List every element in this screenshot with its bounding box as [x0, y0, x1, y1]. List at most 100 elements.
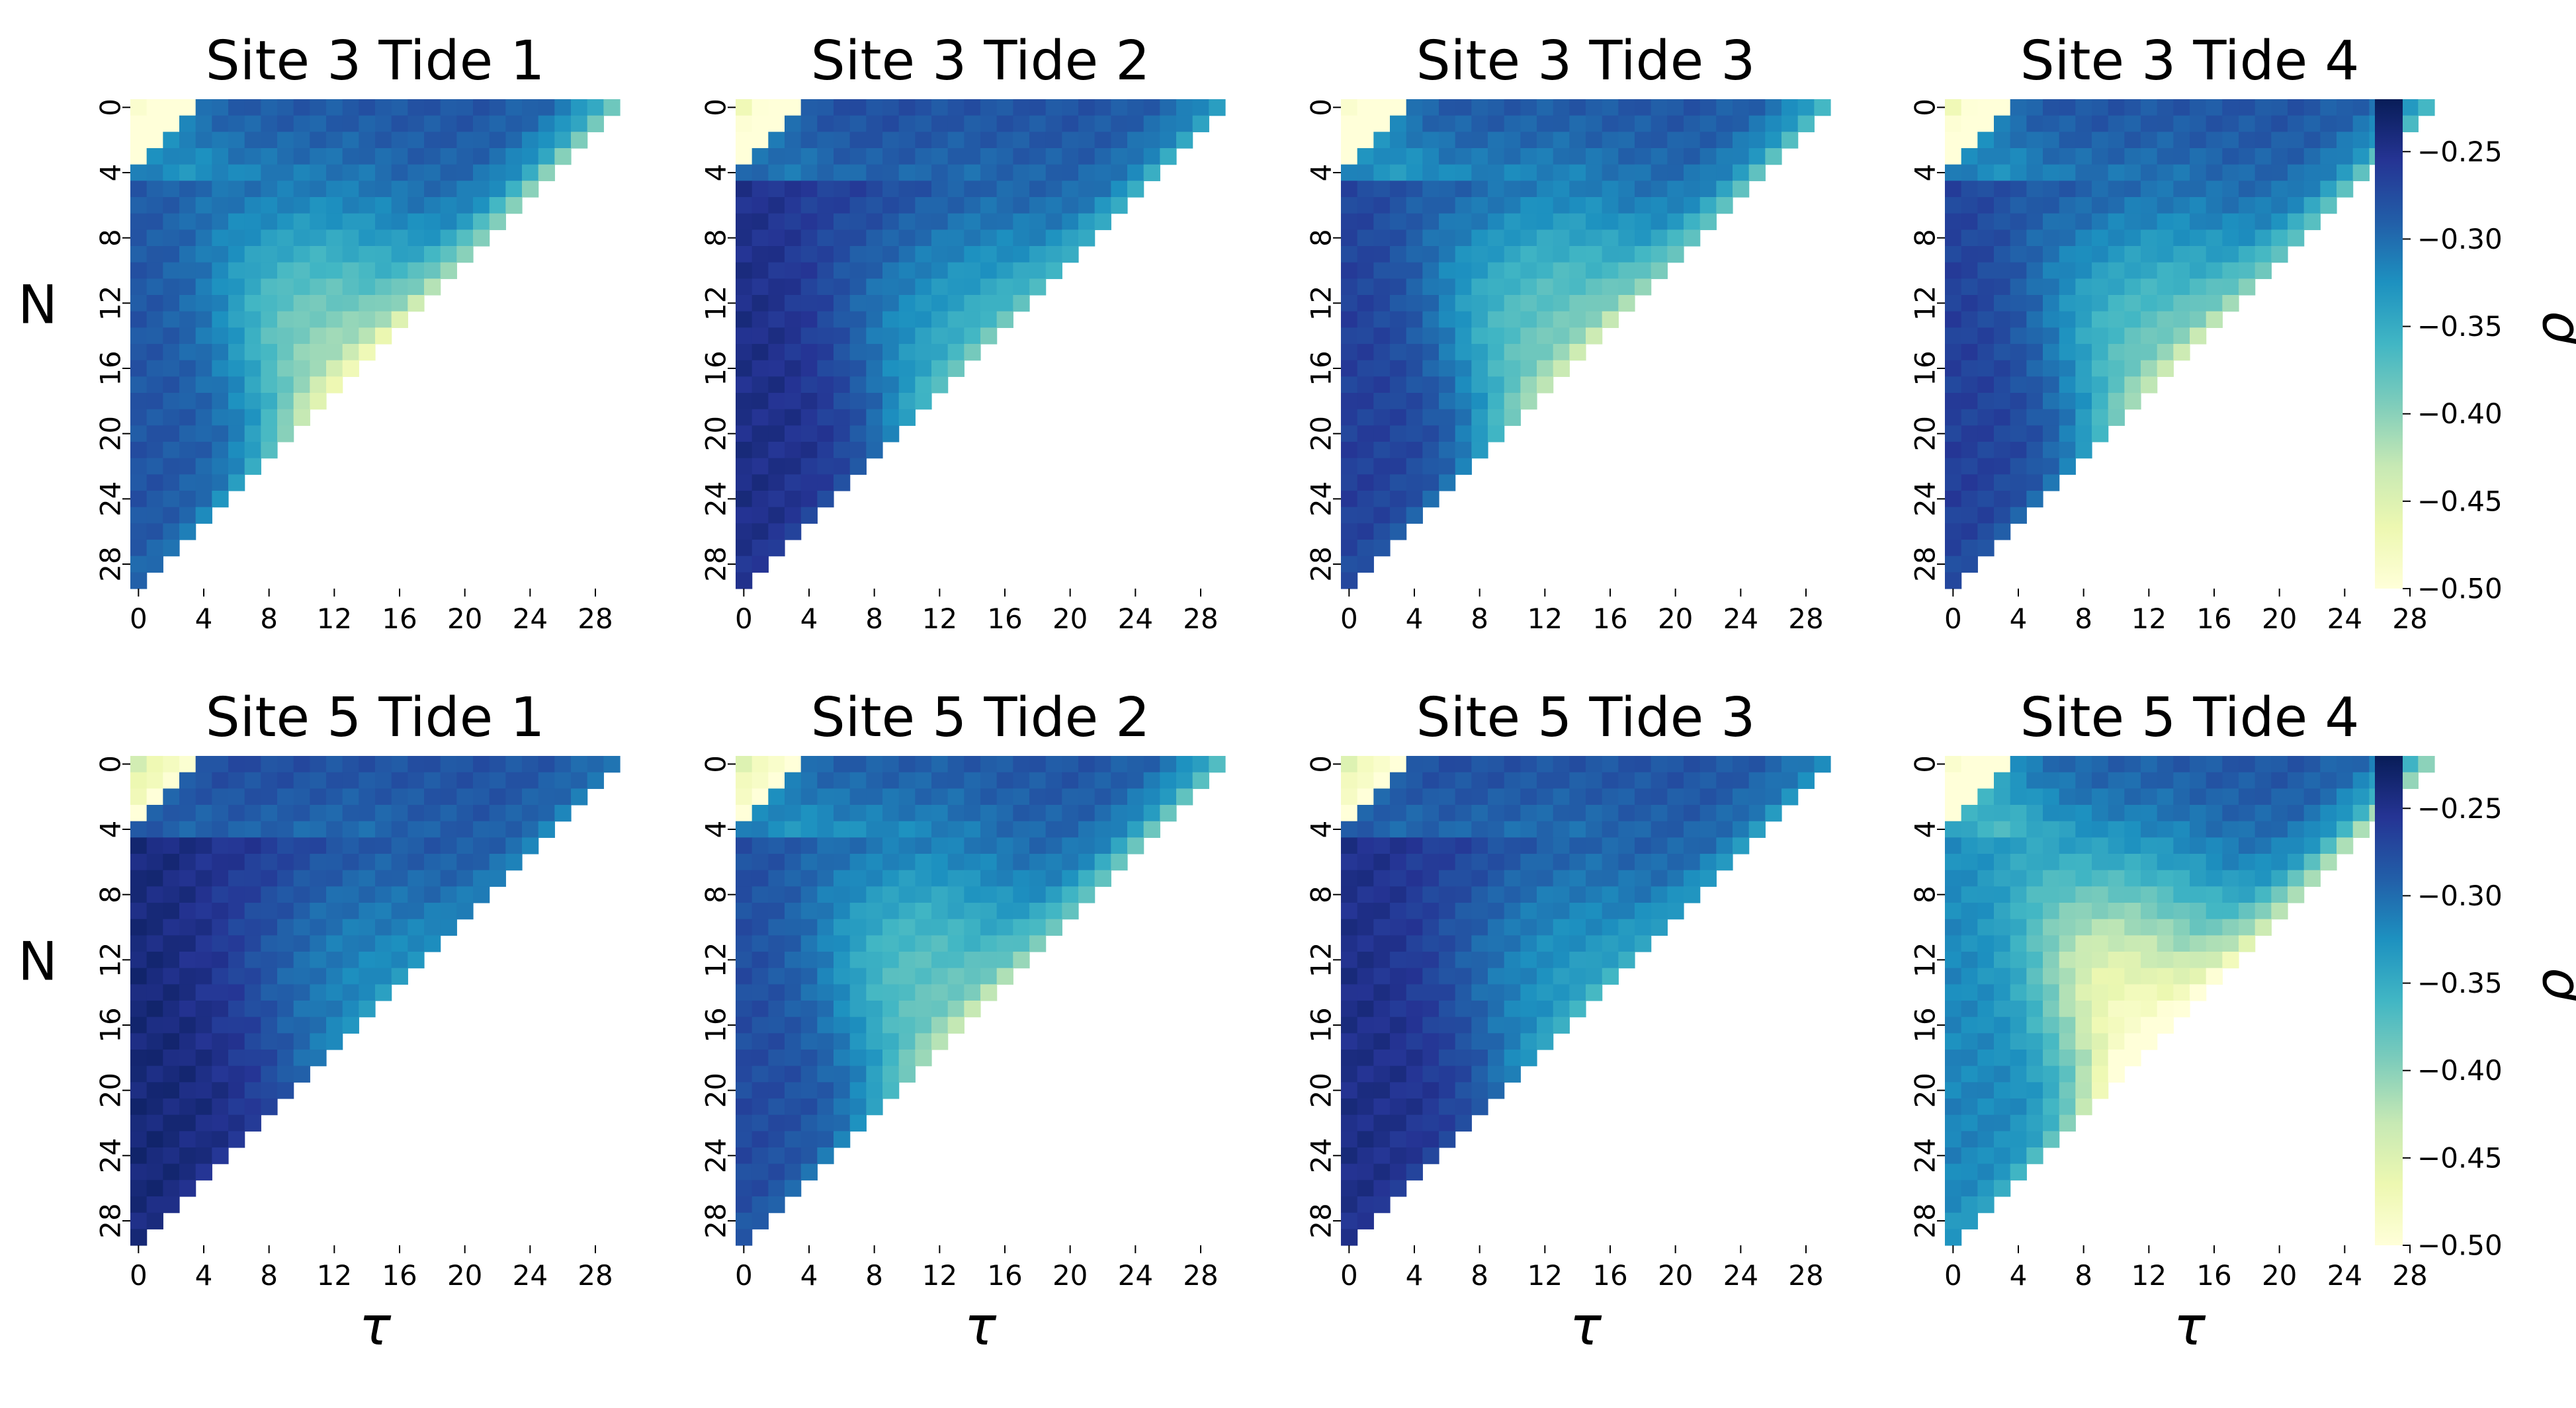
heatmap-cell [375, 952, 392, 969]
heatmap-cell [817, 148, 834, 165]
heatmap-cell [1455, 148, 1472, 165]
heatmap-cell [866, 837, 883, 854]
heatmap-cell [1994, 1050, 2011, 1067]
heatmap-cell [1094, 164, 1111, 181]
heatmap-cell [2239, 246, 2256, 263]
x-tick-label: 4 [2010, 1259, 2028, 1292]
heatmap-cell [179, 772, 196, 789]
heatmap-cell [391, 229, 408, 247]
heatmap-cell [2190, 984, 2207, 1001]
x-tick-label: 28 [1788, 1259, 1823, 1292]
heatmap-cell [1390, 854, 1407, 871]
heatmap-cell [1357, 1212, 1374, 1229]
heatmap-cell [2190, 181, 2207, 198]
heatmap-cell [408, 132, 425, 149]
heatmap-cell [800, 870, 818, 887]
heatmap-cell [359, 837, 376, 854]
heatmap-cell [195, 213, 212, 230]
heatmap-cell [440, 229, 457, 247]
heatmap-cell [375, 935, 392, 952]
heatmap-cell [163, 968, 180, 985]
heatmap-cell [375, 278, 392, 296]
heatmap-cell [1586, 821, 1603, 838]
heatmap-cell [768, 968, 785, 985]
heatmap-cell [2288, 870, 2305, 887]
heatmap-cell [882, 213, 900, 230]
heatmap-cell [244, 393, 261, 410]
heatmap-cell [195, 99, 212, 116]
heatmap-cell [849, 984, 867, 1001]
heatmap-cell [1357, 1016, 1374, 1034]
heatmap-cell [898, 1065, 916, 1083]
heatmap-cell [195, 164, 212, 181]
heatmap-cell [1406, 295, 1423, 312]
heatmap-cell [375, 870, 392, 887]
heatmap-cell [1045, 870, 1062, 887]
heatmap-cell [424, 919, 441, 936]
heatmap-cell [2043, 197, 2060, 214]
heatmap-cell [2222, 903, 2239, 920]
heatmap-cell [915, 854, 932, 871]
heatmap-cell [293, 99, 310, 116]
heatmap-cell [342, 756, 359, 773]
heatmap-cell [1471, 99, 1488, 116]
heatmap-cell [849, 854, 867, 871]
heatmap-cell [2075, 99, 2092, 116]
heatmap-cell [1488, 213, 1505, 230]
heatmap-cell [1471, 870, 1488, 887]
heatmap-cell [244, 229, 261, 247]
heatmap-cell [1635, 935, 1652, 952]
heatmap-cell [768, 409, 785, 426]
heatmap-cell [1537, 344, 1554, 361]
heatmap-cell [1553, 935, 1570, 952]
heatmap-cell [163, 1065, 180, 1083]
heatmap-cell [1961, 246, 1978, 263]
heatmap-cell [1994, 1065, 2011, 1083]
y-tick-label: 24 [95, 481, 127, 517]
heatmap-cell [1341, 295, 1358, 312]
heatmap-cell [1504, 854, 1521, 871]
heatmap-cell [947, 262, 965, 279]
heatmap-cell [931, 344, 949, 361]
heatmap-cell [898, 935, 916, 952]
heatmap-cell [2059, 148, 2076, 165]
heatmap-cell [1994, 968, 2011, 985]
heatmap-cell [2124, 788, 2141, 806]
y-tick-label: 12 [1305, 286, 1338, 321]
heatmap-cell [834, 1098, 851, 1116]
heatmap-cell [1488, 278, 1505, 296]
heatmap-cell [1357, 132, 1374, 149]
heatmap-cell [1045, 854, 1062, 871]
heatmap-cell [1406, 821, 1423, 838]
heatmap-cell [277, 805, 294, 822]
heatmap-cell [2320, 132, 2337, 149]
heatmap-cell [163, 1050, 180, 1067]
heatmap-cell [736, 1212, 753, 1229]
heatmap-cell [1537, 262, 1554, 279]
heatmap-cell [996, 246, 1013, 263]
heatmap-cell [964, 919, 981, 936]
heatmap-cell [1062, 805, 1079, 822]
heatmap-cell [1553, 772, 1570, 789]
heatmap-cell [1586, 935, 1603, 952]
heatmap-cell [2092, 1016, 2109, 1034]
heatmap-cell [1748, 772, 1766, 789]
heatmap-cell [785, 376, 802, 393]
colorbar-tick-label: −0.45 [2417, 1141, 2503, 1174]
heatmap-cell [2108, 854, 2125, 871]
heatmap-cell [2108, 327, 2125, 345]
heatmap-cell [1078, 788, 1095, 806]
heatmap-cell [2157, 197, 2174, 214]
x-tick-label: 28 [578, 602, 613, 635]
heatmap-cell [1078, 870, 1095, 887]
heatmap-cell [1406, 474, 1423, 491]
heatmap-cell [1961, 474, 1978, 491]
heatmap-cell [1357, 935, 1374, 952]
heatmap-cell [980, 148, 998, 165]
heatmap-cell [342, 805, 359, 822]
heatmap-cell [1062, 132, 1079, 149]
heatmap-cell [1488, 1033, 1505, 1050]
heatmap-cell [768, 360, 785, 377]
heatmap-cell [1569, 886, 1586, 903]
heatmap-cell [2043, 837, 2060, 854]
